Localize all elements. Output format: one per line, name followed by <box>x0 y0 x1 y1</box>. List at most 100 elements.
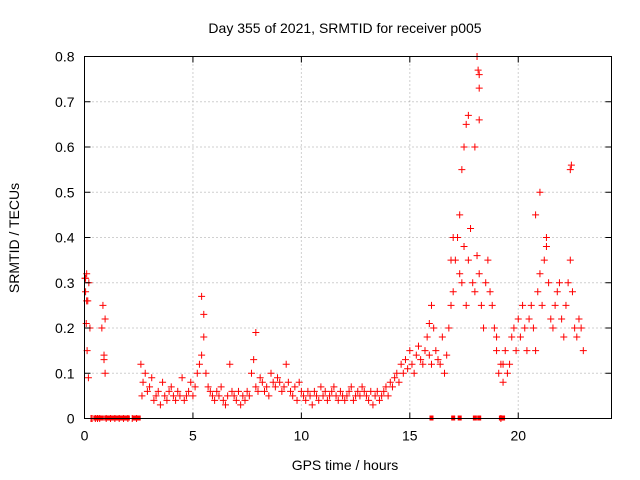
data-point <box>508 333 516 341</box>
data-point <box>152 392 160 400</box>
data-point <box>527 301 535 309</box>
data-point <box>263 383 271 391</box>
data-point <box>369 401 377 409</box>
data-point <box>189 392 197 400</box>
y-tick-label: 0.2 <box>55 320 75 336</box>
data-point <box>555 279 563 287</box>
y-tick-label: 0.7 <box>55 94 75 110</box>
data-point <box>445 324 453 332</box>
data-point <box>306 392 314 400</box>
data-point <box>566 166 574 174</box>
data-point <box>254 387 262 395</box>
data-point <box>345 387 353 395</box>
data-point <box>148 374 156 382</box>
data-point <box>328 387 336 395</box>
data-point <box>547 315 555 323</box>
data-point <box>427 301 435 309</box>
data-point <box>521 324 529 332</box>
y-axis-label: SRMTID / TECUs <box>6 183 22 293</box>
data-point <box>247 369 255 377</box>
data-point <box>575 315 583 323</box>
data-point <box>488 301 496 309</box>
data-point <box>211 396 219 404</box>
y-tick-label: 0.1 <box>55 365 75 381</box>
data-point <box>536 188 544 196</box>
data-point <box>341 396 349 404</box>
data-point <box>475 116 483 124</box>
data-point <box>239 392 247 400</box>
data-point <box>347 383 355 391</box>
data-point <box>200 333 208 341</box>
data-point <box>456 211 464 219</box>
data-point <box>276 378 284 386</box>
chart-title: Day 355 of 2021, SRMTID for receiver p00… <box>208 20 481 36</box>
data-point <box>480 324 488 332</box>
data-point <box>484 256 492 264</box>
y-tick-label: 0.6 <box>55 139 75 155</box>
data-point <box>560 333 568 341</box>
data-point <box>540 256 548 264</box>
data-point <box>501 347 509 355</box>
y-tick-label: 0.8 <box>55 49 75 65</box>
data-point <box>334 396 342 404</box>
data-point <box>321 387 329 395</box>
data-point <box>458 279 466 287</box>
data-point <box>167 383 175 391</box>
data-point <box>529 324 537 332</box>
data-point <box>172 396 180 404</box>
data-point <box>261 387 269 395</box>
data-point <box>99 301 107 309</box>
axis-ticks: 0 0.1 0.2 0.3 0.4 0.5 0.6 0.7 0.8 0 5 10 15 20 <box>55 49 612 444</box>
data-point <box>388 383 396 391</box>
data-point <box>138 392 146 400</box>
data-point <box>150 396 158 404</box>
data-point <box>551 301 559 309</box>
data-point <box>204 383 212 391</box>
x-tick-label: 0 <box>81 428 89 444</box>
data-point <box>378 392 386 400</box>
data-point <box>313 392 321 400</box>
data-point <box>536 270 544 278</box>
data-point <box>425 319 433 327</box>
data-point <box>358 383 366 391</box>
data-point <box>297 387 305 395</box>
data-point <box>412 351 420 359</box>
data-point <box>534 288 542 296</box>
data-point <box>523 347 531 355</box>
data-point <box>571 324 579 332</box>
data-point <box>139 378 147 386</box>
data-point <box>360 387 368 395</box>
data-point <box>516 333 524 341</box>
data-point <box>510 324 518 332</box>
data-point <box>82 319 90 327</box>
data-point <box>399 369 407 377</box>
data-point <box>156 401 164 409</box>
data-point <box>549 324 557 332</box>
data-point <box>395 378 403 386</box>
data-point <box>300 392 308 400</box>
data-point <box>287 387 295 395</box>
data-point <box>545 279 553 287</box>
data-point <box>449 288 457 296</box>
data-point <box>499 360 507 368</box>
data-point <box>542 243 550 251</box>
data-point <box>419 360 427 368</box>
data-point <box>477 301 485 309</box>
data-point <box>538 301 546 309</box>
data-point <box>221 401 229 409</box>
data-point <box>471 143 479 151</box>
data-point <box>241 396 249 404</box>
data-point <box>473 252 481 260</box>
data-point <box>464 256 472 264</box>
data-point <box>471 288 479 296</box>
data-point <box>295 378 303 386</box>
data-point <box>441 369 449 377</box>
data-point <box>187 378 195 386</box>
data-point <box>230 392 238 400</box>
y-tick-label: 0.4 <box>55 230 75 246</box>
data-point <box>434 356 442 364</box>
data-point <box>367 387 375 395</box>
data-point <box>430 324 438 332</box>
data-point <box>213 387 221 395</box>
